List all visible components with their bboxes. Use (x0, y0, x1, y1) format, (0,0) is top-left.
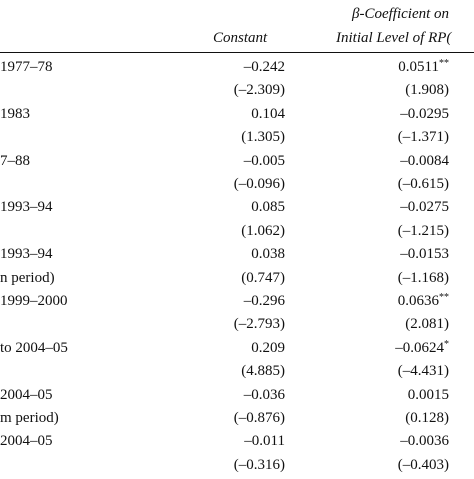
beta-value: (–1.168) (397, 269, 449, 286)
constant-cell: 0.038 (251, 246, 285, 263)
table-row: 7–88 –0.005 –0.0084 (0, 148, 474, 175)
constant-cell: –0.011 (244, 433, 285, 450)
row-label: 1983 (0, 105, 30, 122)
header-rule (0, 52, 474, 53)
constant-cell: (–0.876) (233, 410, 285, 426)
beta-value: (0.128) (405, 410, 449, 426)
table-row: 1999–2000 –0.296 0.0636** (0, 288, 474, 315)
beta-value: (2.081) (405, 316, 449, 333)
beta-cell: –0.0036 (325, 428, 449, 455)
beta-cell: –0.0275 (325, 194, 449, 221)
beta-value: –0.0295 (400, 105, 449, 122)
constant-cell: (1.305) (241, 129, 285, 146)
constant-cell: (–0.316) (233, 456, 285, 473)
beta-cell: (1.908) (325, 77, 449, 104)
constant-cell: –0.036 (243, 386, 285, 403)
beta-cell: (0.128) (325, 405, 449, 432)
row-label: 1993–94 (0, 246, 53, 263)
row-label: 1977–78 (0, 59, 53, 75)
table-row: (–2.793) (2.081) (0, 311, 474, 338)
beta-cell: 0.0511** (325, 54, 449, 81)
constant-cell: –0.296 (243, 293, 285, 309)
beta-cell: (–1.371) (325, 124, 449, 151)
beta-cell: (–4.431) (325, 358, 449, 385)
row-label: 1999–2000 (0, 293, 68, 309)
row-label: n period) (0, 269, 55, 286)
row-label: 2004–05 (0, 386, 53, 403)
column-header-constant: Constant (213, 30, 268, 46)
beta-value: (–1.215) (397, 222, 449, 239)
beta-value: (–1.371) (397, 129, 449, 146)
constant-cell: –0.242 (243, 59, 285, 75)
table-row: 2004–05 –0.036 0.0015 (0, 382, 474, 409)
constant-cell: –0.005 (243, 152, 285, 169)
table-row: (4.885) (–4.431) (0, 358, 474, 385)
beta-value: –0.0153 (400, 246, 449, 263)
beta-cell: –0.0084 (325, 148, 449, 175)
beta-value: 0.0015 (407, 386, 449, 403)
beta-cell: (–0.403) (325, 452, 449, 479)
constant-cell: (1.062) (241, 222, 285, 239)
constant-cell: (4.885) (241, 363, 285, 380)
beta-cell: (–1.215) (325, 218, 449, 245)
column-header-beta-line2: Initial Level of RP( (336, 30, 452, 46)
constant-cell: 0.209 (251, 339, 285, 356)
table-row: (–0.096) (–0.615) (0, 171, 474, 198)
beta-cell: –0.0295 (325, 101, 449, 128)
table-row: 1993–94 0.038 –0.0153 (0, 241, 474, 268)
table-row: (1.305) (–1.371) (0, 124, 474, 151)
column-header-beta-line1: β-Coefficient on (352, 6, 450, 22)
table-row: to 2004–05 0.209 –0.0624* (0, 335, 474, 362)
table-row: (–2.309) (1.908) (0, 77, 474, 104)
beta-value: –0.0084 (400, 152, 449, 169)
table-row: 2004–05 –0.011 –0.0036 (0, 428, 474, 455)
beta-value: (–4.431) (397, 363, 449, 380)
beta-cell: –0.0153 (325, 241, 449, 268)
row-label: 2004–05 (0, 433, 53, 450)
beta-cell: (–1.168) (325, 265, 449, 292)
beta-value: 0.0636 (397, 293, 439, 309)
beta-cell: (–0.615) (325, 171, 449, 198)
beta-cell: (2.081) (325, 311, 449, 338)
beta-value: (–0.615) (397, 176, 449, 192)
beta-cell: 0.0636** (325, 288, 449, 315)
table-row: (–0.316) (–0.403) (0, 452, 474, 479)
beta-value: –0.0275 (400, 199, 449, 216)
row-label: 7–88 (0, 152, 30, 169)
row-label: 1993–94 (0, 199, 53, 216)
beta-value: –0.0036 (400, 433, 449, 450)
table-row: 1977–78 –0.242 0.0511** (0, 54, 474, 81)
constant-cell: (0.747) (241, 269, 285, 286)
beta-cell: –0.0624* (325, 335, 449, 362)
constant-cell: (–0.096) (233, 176, 285, 192)
constant-cell: (–2.309) (233, 82, 285, 99)
beta-value: 0.0511 (398, 59, 439, 75)
significance-mark: * (444, 338, 449, 350)
significance-mark: ** (439, 58, 449, 69)
constant-cell: (–2.793) (233, 316, 285, 333)
constant-cell: 0.104 (251, 105, 285, 122)
row-label: m period) (0, 410, 59, 426)
beta-cell: 0.0015 (325, 382, 449, 409)
table-row: 1993–94 0.085 –0.0275 (0, 194, 474, 221)
table-row: n period) (0.747) (–1.168) (0, 265, 474, 292)
beta-value: –0.0624 (395, 339, 444, 356)
significance-mark: ** (439, 292, 449, 303)
table-row: (1.062) (–1.215) (0, 218, 474, 245)
beta-value: (–0.403) (397, 456, 449, 473)
table-row: 1983 0.104 –0.0295 (0, 101, 474, 128)
beta-value: (1.908) (405, 82, 449, 99)
row-label: to 2004–05 (0, 339, 68, 356)
table-row: m period) (–0.876) (0.128) (0, 405, 474, 432)
constant-cell: 0.085 (251, 199, 285, 216)
